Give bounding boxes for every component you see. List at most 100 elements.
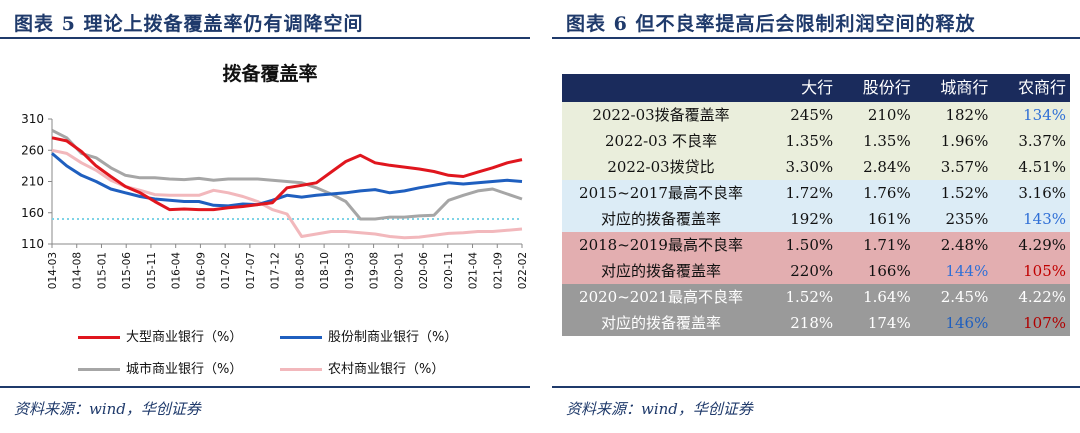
footer-rule	[552, 386, 1080, 388]
row-label: 2020~2021最高不良率	[562, 284, 760, 310]
value-cell: 134%	[992, 102, 1070, 128]
row-label: 对应的拨备覆盖率	[562, 310, 760, 336]
value-cell: 245%	[760, 102, 838, 128]
value-cell: 4.29%	[992, 232, 1070, 258]
value-cell: 1.72%	[760, 180, 838, 206]
row-label: 2015~2017最高不良率	[562, 180, 760, 206]
legend-item: 农村商业银行（%）	[280, 358, 444, 377]
value-cell: 1.50%	[760, 232, 838, 258]
table-row: 对应的拨备覆盖率 218% 174% 146% 107%	[562, 310, 1070, 336]
table-row: 2020~2021最高不良率 1.52% 1.64% 2.45% 4.22%	[562, 284, 1070, 310]
value-cell: 3.30%	[760, 154, 838, 180]
figure-5-source: 资料来源：wind，华创证券	[14, 400, 201, 418]
legend-swatch	[78, 336, 120, 339]
legend-item: 大型商业银行（%）	[78, 326, 242, 345]
value-cell: 2.84%	[837, 154, 915, 180]
value-cell: 1.96%	[914, 128, 993, 154]
value-cell: 161%	[837, 206, 915, 232]
legend-label: 大型商业银行（%）	[126, 330, 243, 345]
x-tick-label: 2017-07	[245, 252, 257, 290]
value-cell: 3.37%	[992, 128, 1070, 154]
x-tick-label: 2017-12	[270, 252, 282, 290]
x-tick-label: 2018-10	[319, 252, 331, 290]
value-cell: 2.48%	[914, 232, 993, 258]
y-tick-label: 310	[21, 112, 44, 126]
table-row: 2015~2017最高不良率 1.72% 1.76% 1.52% 3.16%	[562, 180, 1070, 206]
row-label: 对应的拨备覆盖率	[562, 258, 760, 284]
table-row: 对应的拨备覆盖率 192% 161% 235% 143%	[562, 206, 1070, 232]
series-line-2	[51, 128, 523, 221]
value-cell: 1.52%	[914, 180, 993, 206]
legend-item: 城市商业银行（%）	[78, 358, 242, 377]
x-tick-label: 2015-01	[96, 252, 108, 290]
value-cell: 1.76%	[837, 180, 915, 206]
figure-5-title: 图表 5 理论上拨备覆盖率仍有调降空间	[14, 13, 364, 35]
header-cell: 股份行	[837, 74, 915, 102]
x-tick-label: 2019-08	[369, 252, 381, 290]
table-row: 2022-03 不良率 1.35% 1.35% 1.96% 3.37%	[562, 128, 1070, 154]
legend-swatch	[78, 368, 120, 371]
value-cell: 1.35%	[837, 128, 915, 154]
figure-6-source: 资料来源：wind，华创证券	[566, 400, 753, 418]
table-header-row: 大行 股份行 城商行 农商行	[562, 74, 1070, 102]
footer-rule	[0, 386, 530, 388]
series-line-0	[51, 136, 523, 212]
x-tick-label: 2019-03	[344, 252, 356, 290]
figure-6-title: 图表 6 但不良率提高后会限制利润空间的释放	[566, 13, 976, 35]
value-cell: 235%	[914, 206, 993, 232]
x-tick-label: 2016-09	[195, 252, 207, 290]
value-cell: 1.52%	[760, 284, 838, 310]
table-row: 2018~2019最高不良率 1.50% 1.71% 2.48% 4.29%	[562, 232, 1070, 258]
x-tick-label: 2020-06	[418, 252, 430, 290]
value-cell: 2.45%	[914, 284, 993, 310]
value-cell: 4.22%	[992, 284, 1070, 310]
header-blank	[562, 74, 760, 102]
value-cell: 1.64%	[837, 284, 915, 310]
value-cell: 220%	[760, 258, 838, 284]
value-cell: 182%	[914, 102, 993, 128]
value-cell: 1.71%	[837, 232, 915, 258]
row-label: 2022-03拨贷比	[562, 154, 760, 180]
x-tick-label: 2015-06	[121, 252, 133, 290]
legend-label: 农村商业银行（%）	[328, 362, 445, 377]
row-label: 2018~2019最高不良率	[562, 232, 760, 258]
x-tick-label: 2020-01	[393, 252, 405, 290]
title-rule	[552, 37, 1080, 39]
value-cell: 218%	[760, 310, 838, 336]
right-panel: 图表 6 但不良率提高后会限制利润空间的释放 大行 股份行 城商行 农商行 2022-…	[552, 0, 1080, 433]
value-cell: 166%	[837, 258, 915, 284]
row-label: 2022-03 不良率	[562, 128, 760, 154]
x-tick-label: 2021-04	[468, 252, 480, 290]
provision-coverage-chart: 拨备覆盖率 110 160 210 260 310 2014-03 2014-08 2015-0…	[21, 62, 529, 290]
row-label: 对应的拨备覆盖率	[562, 206, 760, 232]
value-cell: 105%	[992, 258, 1070, 284]
y-tick-label: 260	[21, 143, 44, 157]
x-tick-label: 2016-04	[171, 252, 183, 290]
header-cell: 城商行	[914, 74, 993, 102]
x-tick-label: 2017-02	[220, 252, 232, 290]
x-tick-label: 2022-02	[517, 252, 529, 290]
value-cell: 4.51%	[992, 154, 1070, 180]
y-tick-label: 160	[21, 206, 44, 220]
x-tick-label: 2021-09	[492, 252, 504, 290]
value-cell: 144%	[914, 258, 993, 284]
y-tick-label: 210	[21, 175, 44, 189]
x-tick-label: 2020-11	[443, 252, 455, 290]
x-tick-label: 2014-08	[72, 252, 84, 290]
value-cell: 210%	[837, 102, 915, 128]
value-cell: 3.16%	[992, 180, 1070, 206]
value-cell: 143%	[992, 206, 1070, 232]
x-tick-label: 2015-11	[146, 252, 158, 290]
legend-label: 股份制商业银行（%）	[328, 330, 458, 345]
table-row: 2022-03拨贷比 3.30% 2.84% 3.57% 4.51%	[562, 154, 1070, 180]
legend-label: 城市商业银行（%）	[126, 362, 243, 377]
value-cell: 174%	[837, 310, 915, 336]
value-cell: 192%	[760, 206, 838, 232]
legend-swatch	[280, 368, 322, 371]
header-cell: 大行	[760, 74, 838, 102]
chart-title: 拨备覆盖率	[222, 62, 317, 85]
value-cell: 1.35%	[760, 128, 838, 154]
legend-swatch	[280, 336, 322, 339]
x-tick-label: 2018-05	[294, 252, 306, 290]
value-cell: 146%	[914, 310, 993, 336]
